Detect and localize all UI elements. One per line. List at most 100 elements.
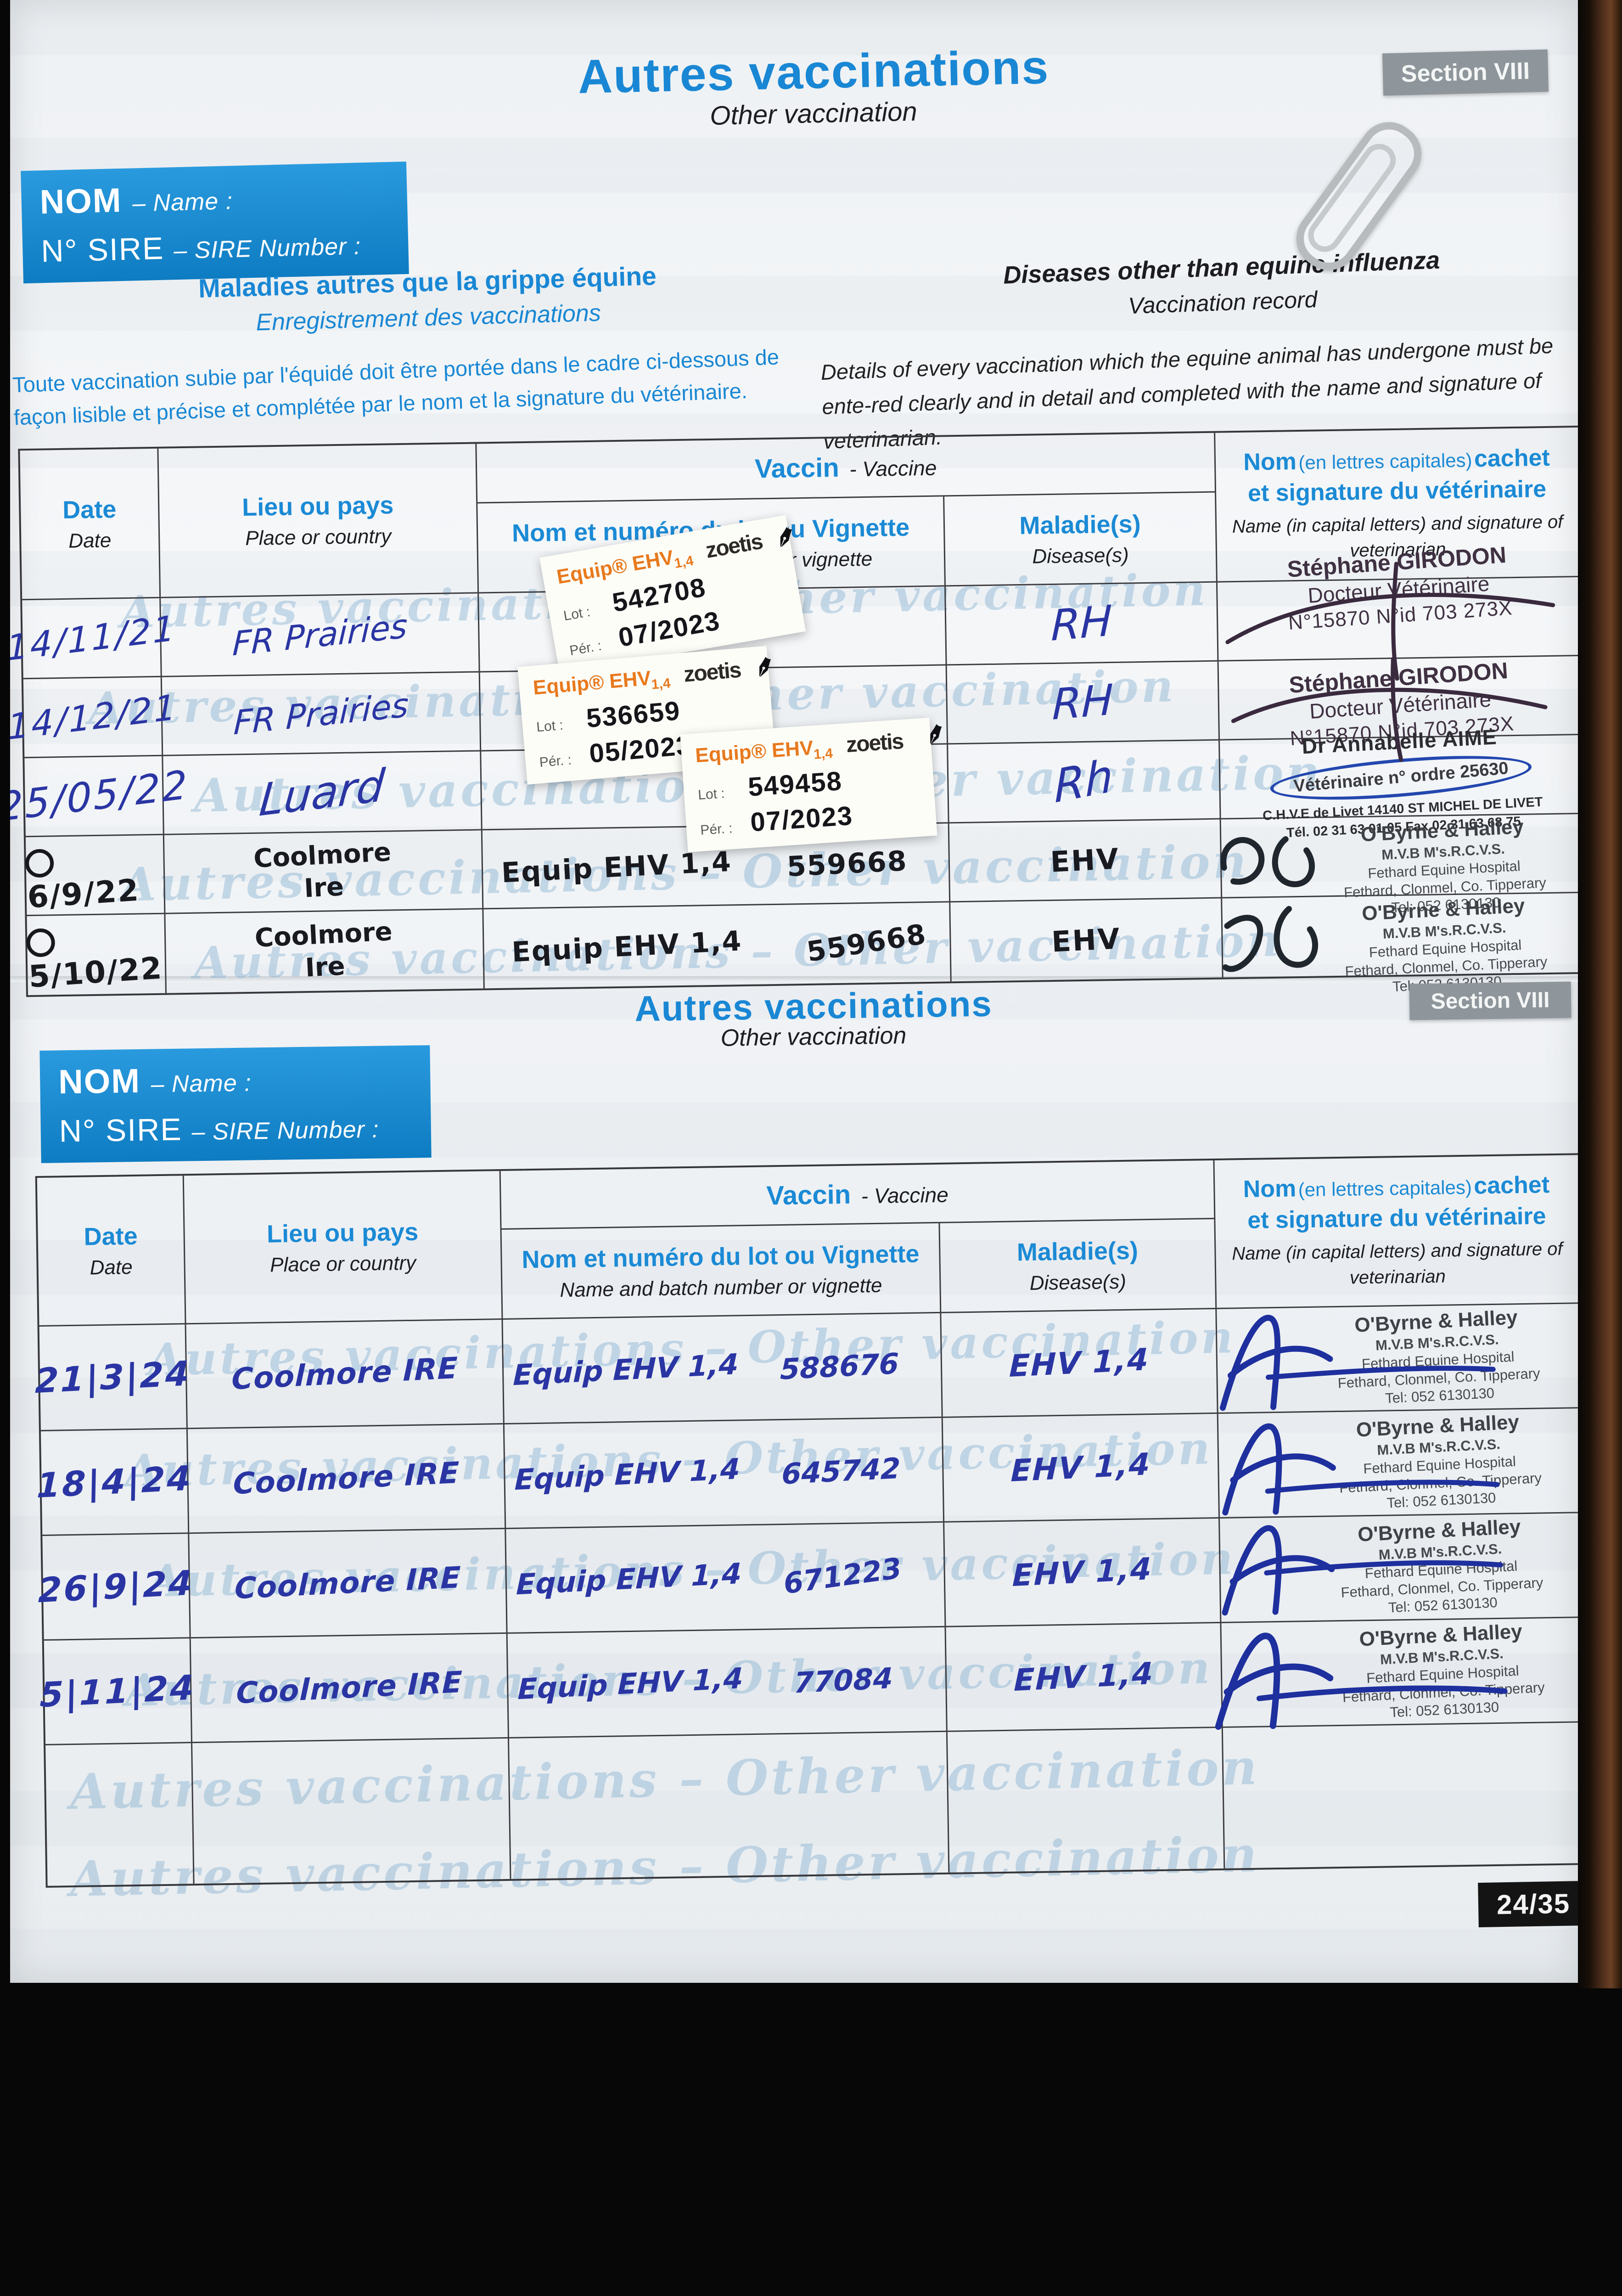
ink-circle-mark <box>24 848 55 878</box>
passport-page: Autres vaccinations – Other vaccination … <box>10 0 1578 1983</box>
vet-stamp: O'Byrne & Halley M.V.B M's.R.C.V.S. Feth… <box>1296 1511 1578 1621</box>
handwritten-date: 21|3|24 <box>34 1353 191 1401</box>
col-header-place: Lieu ou pays Place or country <box>184 1171 503 1325</box>
table-cell-place: Coolmore IRE <box>187 1424 506 1534</box>
handwritten-lot: 559668 <box>804 918 929 968</box>
table-cell-vet: Dr Annabelle AIME Vétérinaire n° ordre 2… <box>1220 725 1578 841</box>
vet-header-fr-nom: Nom <box>1243 1175 1296 1203</box>
vet-stamp: O'Byrne & Halley M.V.B M's.R.C.V.S. Feth… <box>1298 1615 1578 1726</box>
handwritten-date: 6/9/22 <box>24 835 166 915</box>
table-cell-date: 18|4|24 <box>36 1429 193 1536</box>
table-cell-date: 26|9|24 <box>38 1534 194 1641</box>
table-cell-date: 14/12/21 <box>10 677 178 759</box>
vet-header-en: Name (in capital letters) and signature … <box>1231 1238 1563 1288</box>
handwritten-date: 25/05/22 <box>10 761 190 831</box>
table-cell-vet: O'Byrne & Halley M.V.B M's.R.C.V.S. Feth… <box>1222 893 1578 995</box>
vet-stamp: O'Byrne & Halley M.V.B M's.R.C.V.S. Feth… <box>1293 1302 1578 1412</box>
sire-label-en: – SIRE Number : <box>191 1116 380 1146</box>
handwritten-date: 18|4|24 <box>36 1458 193 1506</box>
section-badge: Section VIII <box>1409 981 1571 1020</box>
table-cell-vet: O'Byrne & Halley M.V.B M's.R.C.V.S. Feth… <box>1215 1615 1578 1730</box>
nom-line: NOM – Name : <box>58 1058 412 1102</box>
empty-cell <box>509 1732 950 1879</box>
handwritten-lot: 645742 <box>781 1451 901 1491</box>
vaccine-sticker: Equip® EHV1,4 zoetis Lot : 549458 Pér. : 0… <box>680 717 937 852</box>
sticker-expiry-label: Pér. : <box>568 638 603 658</box>
col-header-batch: Nom et numéro du lot ou Vignette Name an… <box>501 1223 942 1320</box>
table-cell-vet: O'Byrne & Halley M.V.B M's.R.C.V.S. Feth… <box>1218 1408 1578 1519</box>
sticker-lot-label: Lot : <box>536 717 564 735</box>
table-cell-vaccine: Equip EHV 1,4 559668 <box>483 902 952 989</box>
handwritten-date: 14/12/21 <box>10 686 178 748</box>
table-cell-date: 14/11/21 <box>10 598 177 680</box>
table-cell-vaccine: Equip EHV 1,4 645742 <box>504 1418 945 1529</box>
sticker-expiry: 07/2023 <box>749 800 854 838</box>
sticker-lot-label: Lot : <box>697 786 725 803</box>
handwritten-place: Coolmore Ire <box>253 837 392 904</box>
sire-label-en: – SIRE Number : <box>173 233 361 264</box>
sticker-product: Equip® EHV1,4 <box>694 737 834 767</box>
handwritten-lot: 588676 <box>780 1346 899 1386</box>
handwritten-date: 26|9|24 <box>38 1563 194 1610</box>
zoetis-logo: zoetis <box>683 658 742 687</box>
disease-header-en: Disease(s) <box>1029 1270 1127 1294</box>
table-cell-disease: EHV 1,4 <box>943 1413 1220 1523</box>
table-cell-date: 25/05/22 <box>10 756 189 838</box>
vet-header-fr-signature: et signature du vétérinaire <box>1247 475 1547 507</box>
sire-line: N° SIRE – SIRE Number : <box>40 225 390 270</box>
vaccine-header-en: - Vaccine <box>861 1182 949 1208</box>
disease-header-en: Disease(s) <box>1032 543 1129 568</box>
handwritten-lot: 77084 <box>793 1661 893 1700</box>
handwritten-disease: EHV <box>1050 921 1122 959</box>
place-header-en: Place or country <box>245 524 392 550</box>
sticker-lot-number: 549458 <box>747 765 843 802</box>
vaccine-header-fr: Vaccin <box>766 1179 851 1211</box>
ink-circle-mark <box>25 927 56 958</box>
handwritten-date: 5/10/22 <box>25 915 167 995</box>
handwritten-disease: RH <box>1051 675 1114 730</box>
handwritten-place: FR Prairies <box>231 606 408 664</box>
handwritten-lot: 559668 <box>786 844 908 883</box>
section-badge: Section VIII <box>1382 49 1549 96</box>
table-cell-vaccine: Equip EHV 1,4 588676 <box>503 1313 943 1424</box>
handwritten-disease: EHV <box>1050 842 1121 879</box>
vet-header-fr-capitales: (en lettres capitales) <box>1298 1176 1472 1200</box>
table-cell-place: Luard <box>163 751 483 835</box>
date-header-en: Date <box>90 1255 133 1279</box>
table-cell-place: Coolmore Ire <box>165 909 485 993</box>
handwritten-vaccine: Equip EHV 1,4 <box>511 925 743 969</box>
sire-label: N° SIRE <box>40 231 165 269</box>
page-fold-shadow <box>10 976 1578 982</box>
zoetis-logo: zoetis <box>704 529 764 563</box>
col-header-vet: Nom (en lettres capitales) cachet et sig… <box>1214 1155 1578 1309</box>
col-header-disease: Maladie(s) Disease(s) <box>940 1219 1217 1313</box>
handwritten-vaccine: Equip EHV 1,4 <box>517 1661 744 1706</box>
table-cell-vet: O'Byrne & Halley M.V.B M's.R.C.V.S. Feth… <box>1220 1513 1578 1623</box>
handwritten-disease: Rh <box>1054 749 1114 814</box>
vet-header-fr-capitales: (en lettres capitales) <box>1298 449 1472 473</box>
col-header-date: Date Date <box>20 448 161 601</box>
name-sire-box: NOM – Name : N° SIRE – SIRE Number : <box>21 161 409 284</box>
table-cell-place: FR Prairies <box>162 672 482 756</box>
sticker-product: Equip® EHV1,4 <box>532 667 671 699</box>
handwritten-date: 5|11|24 <box>39 1667 196 1715</box>
handwritten-disease: EHV 1,4 <box>1011 1551 1153 1594</box>
vet-header-fr-signature: et signature du vétérinaire <box>1247 1202 1546 1234</box>
disease-header-fr: Maladie(s) <box>1016 1236 1139 1266</box>
batch-header-fr: Nom et numéro du lot ou Vignette <box>522 1240 920 1273</box>
sticker-expiry-label: Pér. : <box>700 821 733 838</box>
table-cell-date: 5/10/22 <box>25 914 167 996</box>
nom-label-en: – Name : <box>151 1069 252 1098</box>
table-cell-date: 5|11|24 <box>39 1638 196 1745</box>
table-cell-place: Coolmore Ire <box>164 830 484 914</box>
table-cell-place: Coolmore IRE <box>189 1529 508 1639</box>
handwritten-date: 14/11/21 <box>10 607 177 669</box>
heading-diseases-en: Diseases other than equine influenza Vac… <box>937 243 1508 326</box>
sire-label: N° SIRE <box>59 1112 183 1149</box>
sticker-expiry: 05/2023 <box>588 730 693 769</box>
vaccine-header-fr: Vaccin <box>754 452 840 484</box>
sire-line: N° SIRE – SIRE Number : <box>59 1109 413 1149</box>
handwritten-place: Coolmore Ire <box>254 917 393 983</box>
nom-label: NOM <box>39 180 123 221</box>
